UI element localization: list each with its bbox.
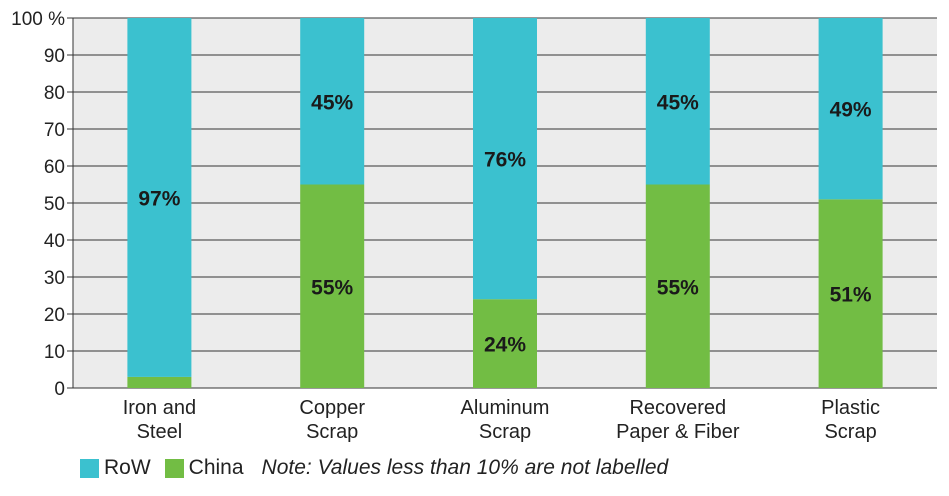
- y-tick-label: 80: [44, 83, 65, 104]
- data-label-china-2: 55%: [311, 276, 353, 299]
- legend-swatch-china: [164, 458, 184, 478]
- x-category-label: Aluminum: [461, 397, 550, 419]
- data-label-row-2: 45%: [311, 91, 353, 114]
- bar-china-5: [818, 199, 883, 388]
- y-tick-label: 100 %: [11, 9, 65, 30]
- legend-item-row: RoW: [80, 456, 151, 480]
- data-label-row-3: 76%: [484, 149, 526, 172]
- bar-row-2: [300, 18, 365, 185]
- y-tick-label: 40: [44, 231, 65, 252]
- bar-china-1: [127, 376, 192, 388]
- data-label-row-5: 49%: [830, 99, 872, 122]
- data-label-row-4: 45%: [657, 91, 699, 114]
- y-tick-label: 90: [44, 46, 65, 67]
- bar-row-4: [645, 18, 710, 185]
- data-label-china-3: 24%: [484, 334, 526, 357]
- bar-china-3: [473, 299, 537, 388]
- y-tick-label: 20: [44, 305, 65, 326]
- legend-swatch-row: [80, 458, 99, 478]
- legend-item-china: China: [164, 456, 244, 480]
- bar-row-3: [473, 18, 537, 300]
- chart-note: Note: Values less than 10% are not label…: [261, 456, 669, 479]
- y-tick-label: 0: [54, 379, 65, 400]
- x-category-label: Scrap: [306, 421, 358, 443]
- bar-row-1: [127, 18, 192, 377]
- x-category-label: Recovered: [629, 397, 726, 419]
- y-tick-label: 30: [44, 268, 65, 289]
- bar-row-5: [818, 18, 883, 200]
- x-category-label: Copper: [299, 397, 365, 419]
- legend-label-row: RoW: [104, 456, 151, 479]
- legend-label-china: China: [188, 456, 244, 479]
- x-category-label: Scrap: [479, 421, 531, 443]
- y-tick-label: 70: [44, 120, 65, 141]
- y-tick-label: 10: [44, 342, 65, 363]
- y-tick-label: 50: [44, 194, 65, 215]
- bar-china-2: [300, 184, 365, 388]
- data-label-china-4: 55%: [657, 276, 699, 299]
- x-category-label: Paper & Fiber: [616, 421, 740, 443]
- x-category-label: Scrap: [824, 421, 876, 443]
- data-label-china-5: 51%: [830, 284, 872, 307]
- x-category-label: Steel: [137, 421, 183, 443]
- chart-legend: RoW China Note: Values less than 10% are…: [80, 448, 668, 488]
- x-category-label: Iron and: [123, 397, 196, 419]
- data-label-row-1: 97%: [138, 187, 180, 210]
- bar-china-4: [645, 184, 710, 388]
- x-category-label: Plastic: [821, 397, 880, 419]
- y-tick-label: 60: [44, 157, 65, 178]
